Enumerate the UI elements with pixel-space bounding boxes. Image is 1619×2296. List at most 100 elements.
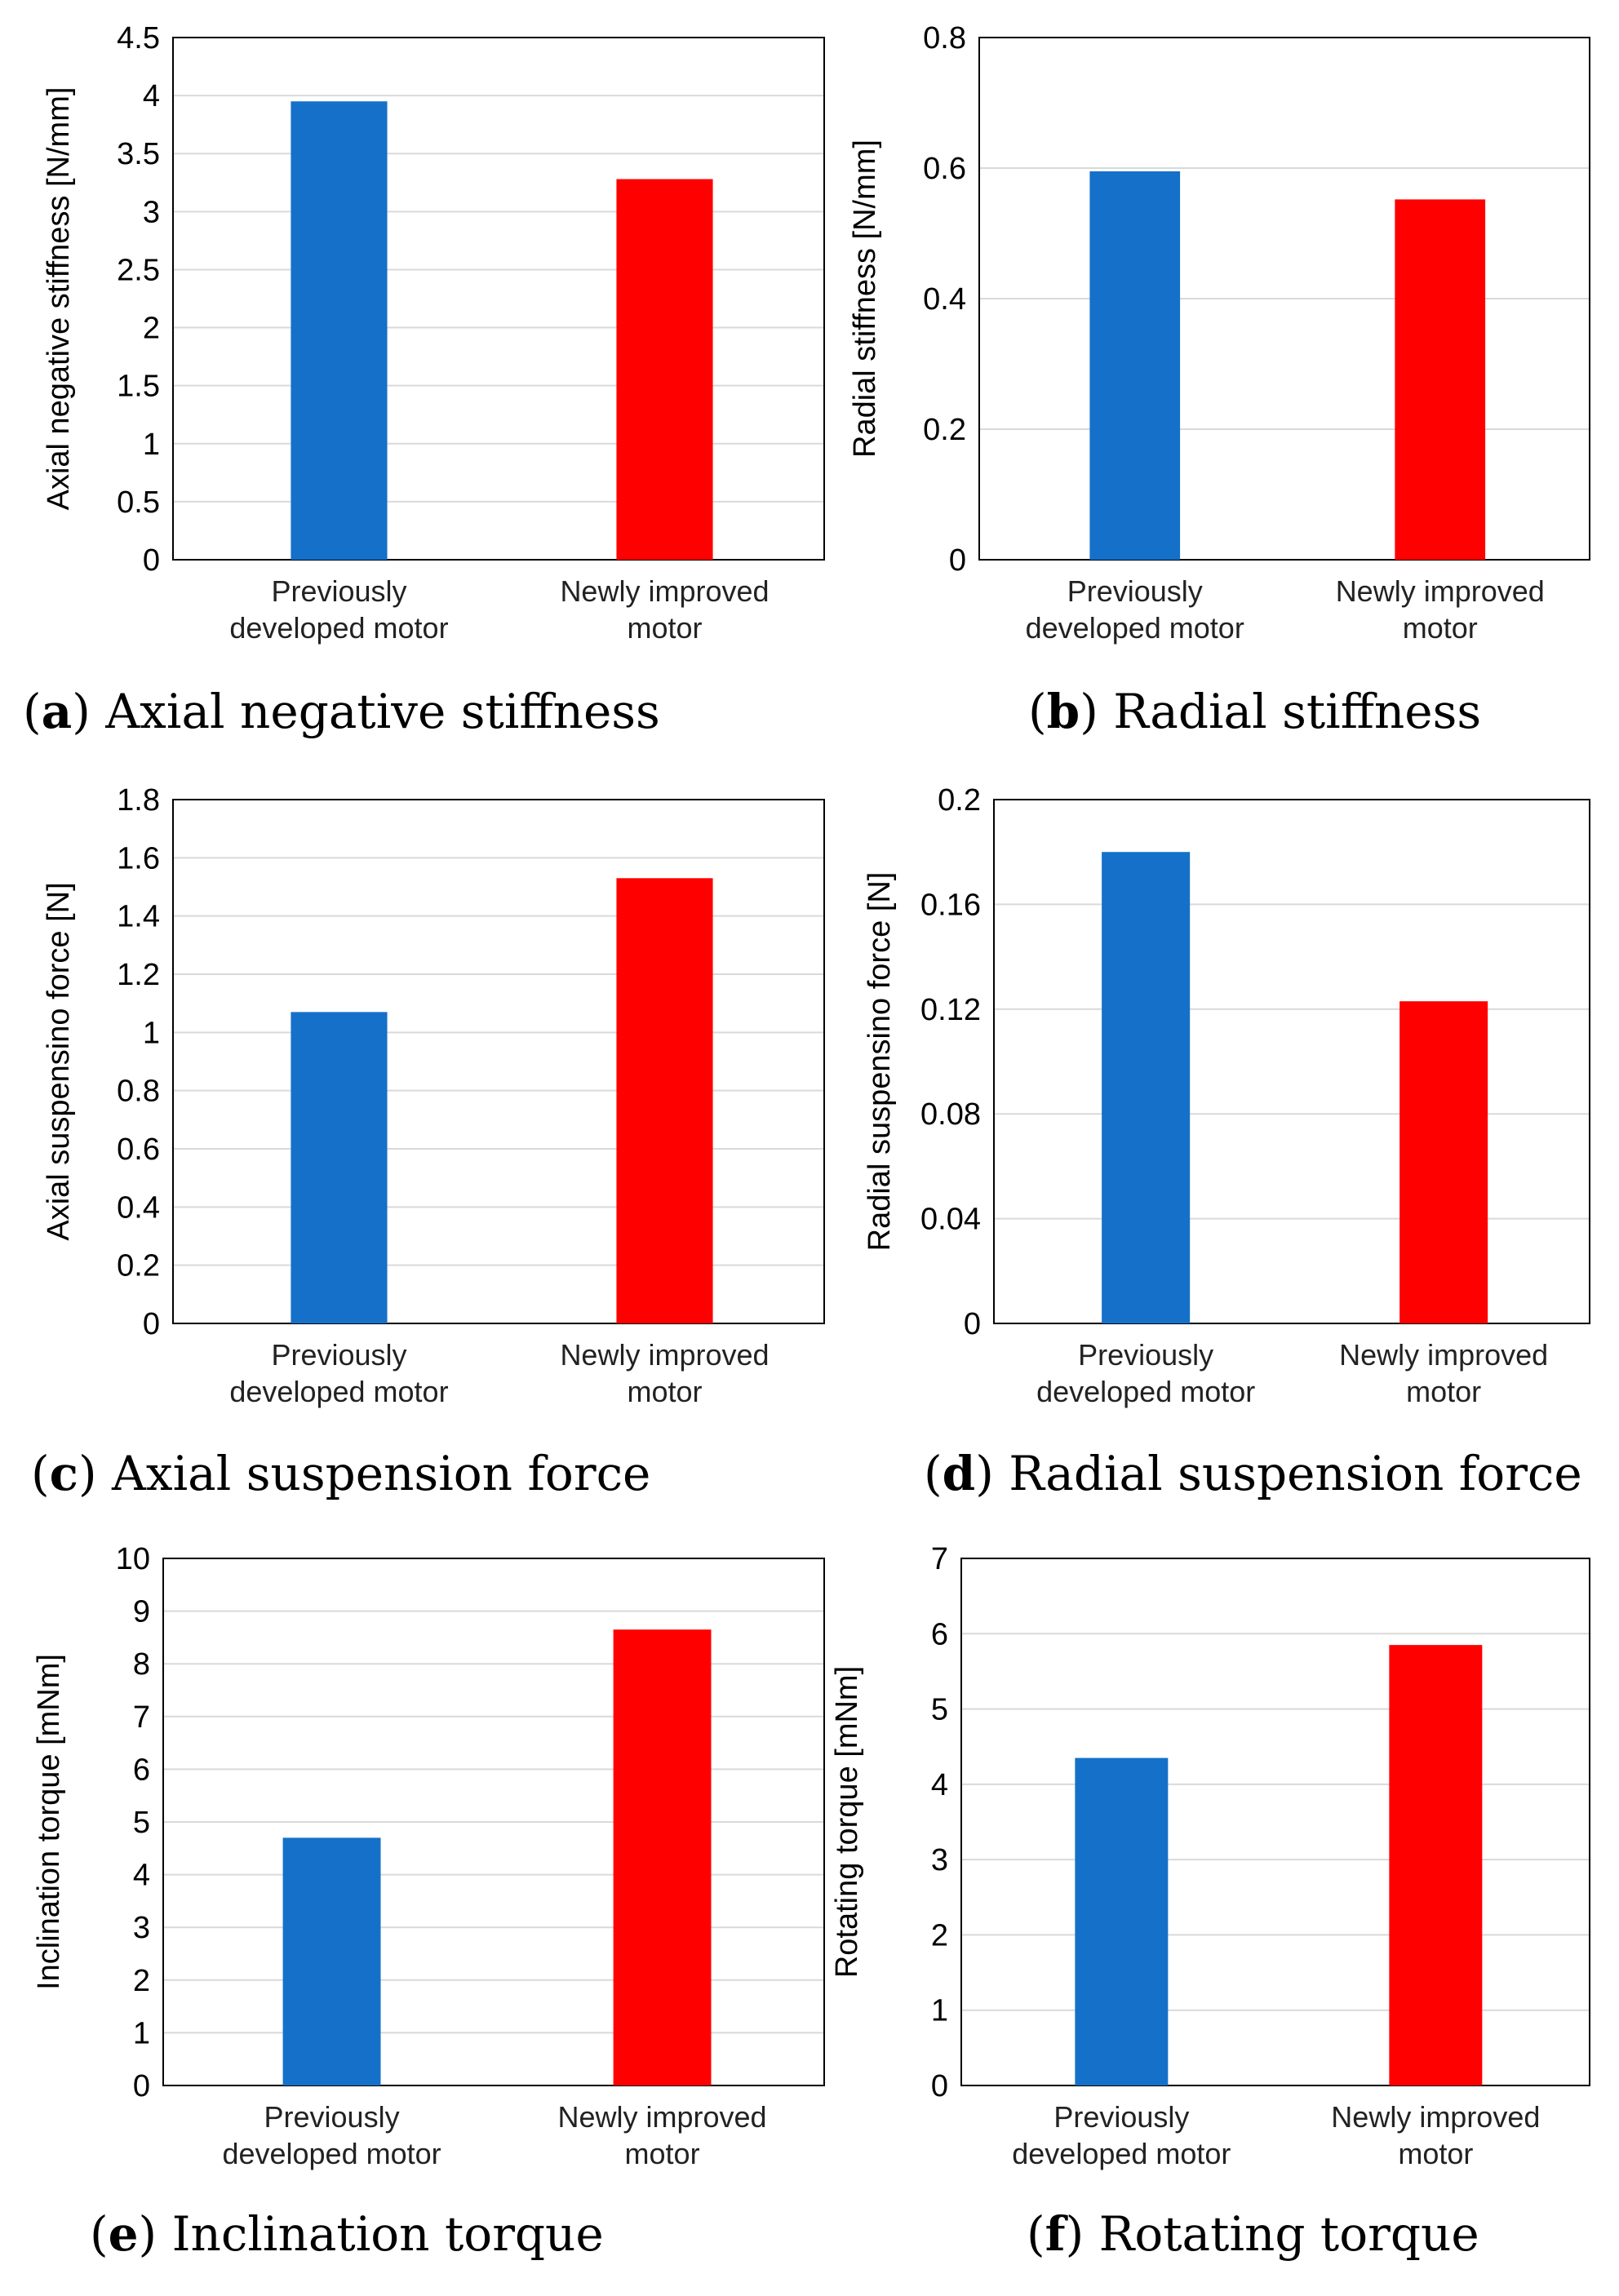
panel-c-y-tick-label: 1.6 bbox=[117, 841, 160, 875]
panel-c-chart: 0 0.2 0.4 0.6 0.8 1 1.2 1.4 1.6 1.8 Previouslydeve… bbox=[31, 783, 825, 1501]
panel-b-y-axis-title: Radial stiffness [N/mm] bbox=[848, 140, 882, 458]
panel-d-y-tick-label: 0.2 bbox=[938, 783, 981, 818]
panel-c-y-tick-label: 1.2 bbox=[117, 958, 160, 992]
panel-d-y-tick-label: 0.04 bbox=[920, 1203, 981, 1237]
panel-f-plot-frame bbox=[960, 1558, 1590, 2086]
panel-d-y-tick-label: 0 bbox=[964, 1307, 981, 1341]
panel-a-y-tick-label: 1 bbox=[143, 428, 160, 462]
panel-d-x-category-label: Previously bbox=[1078, 1338, 1213, 1372]
panel-d-y-axis-title: Radial suspensino force [N] bbox=[863, 872, 897, 1252]
panel-e-y-tick-label: 5 bbox=[133, 1806, 150, 1840]
panel-f-x-category-label: motor bbox=[1398, 2137, 1473, 2170]
panel-e-x-category-label: motor bbox=[625, 2137, 700, 2170]
panel-f-x-category-label: Previously bbox=[1053, 2100, 1189, 2134]
panel-f-y-tick-label: 4 bbox=[931, 1768, 948, 1802]
panel-c-x-category-label: motor bbox=[627, 1375, 702, 1408]
panel-e-y-tick-label: 4 bbox=[133, 1859, 150, 1893]
panel-e-y-tick-label: 2 bbox=[133, 1964, 150, 1998]
panel-c-bar-previously-developed bbox=[291, 1012, 388, 1323]
panel-f-bar-previously-developed bbox=[1075, 1757, 1169, 2085]
panel-a-bar-newly-improved bbox=[616, 179, 713, 560]
panel-d-x-category-label: Newly improved bbox=[1339, 1338, 1548, 1372]
panel-e-x-category-label: Newly improved bbox=[558, 2100, 767, 2134]
panel-f-x-category-label: Newly improved bbox=[1331, 2100, 1540, 2134]
panel-b-bar-newly-improved bbox=[1395, 199, 1486, 560]
panel-f-y-axis-title: Rotating torque [mNm] bbox=[830, 1666, 864, 1978]
panel-c-x-category-label: developed motor bbox=[229, 1375, 448, 1408]
panel-d-x-category-label: developed motor bbox=[1036, 1375, 1255, 1408]
panel-f-y-tick-label: 7 bbox=[931, 1542, 948, 1576]
panel-d-bar-previously-developed bbox=[1102, 852, 1191, 1323]
panel-a-plot-frame bbox=[172, 37, 825, 561]
panel-a-x-category-label: motor bbox=[627, 611, 702, 645]
panel-b-y-tick-label: 0.4 bbox=[923, 282, 966, 317]
panel-a-y-tick-label: 0.5 bbox=[117, 485, 160, 520]
panel-c-y-tick-label: 0.4 bbox=[117, 1190, 160, 1225]
panel-b-y-tick-label: 0.2 bbox=[923, 413, 966, 447]
panel-f-x-category-label: developed motor bbox=[1012, 2137, 1231, 2170]
panel-a-y-tick-label: 4 bbox=[143, 79, 160, 113]
panel-f-y-tick-label: 0 bbox=[931, 2069, 948, 2103]
panel-c-y-tick-label: 0.6 bbox=[117, 1132, 160, 1167]
panel-e-caption: (e) Inclination torque bbox=[90, 2206, 604, 2262]
panel-e-y-tick-label: 0 bbox=[133, 2069, 150, 2103]
panel-f-y-tick-label: 2 bbox=[931, 1918, 948, 1952]
panel-a-y-axis-title: Axial negative stiffness [N/mm] bbox=[42, 87, 76, 511]
panel-e-y-axis-title: Inclination torque [mNm] bbox=[32, 1654, 66, 1990]
panel-a-bar-previously-developed bbox=[291, 101, 388, 560]
panel-e-x-category-label: Previously bbox=[264, 2100, 400, 2134]
panel-a-x-category-label: Newly improved bbox=[560, 574, 769, 608]
panel-a-y-tick-label: 1.5 bbox=[117, 370, 160, 404]
panel-e-y-tick-label: 1 bbox=[133, 2016, 150, 2050]
panel-c-caption: (c) Axial suspension force bbox=[31, 1446, 650, 1501]
panel-e-y-tick-label: 7 bbox=[133, 1700, 150, 1735]
panel-b-plot-frame bbox=[978, 37, 1590, 561]
panel-a-y-tick-label: 3.5 bbox=[117, 137, 160, 171]
panel-d-plot-frame bbox=[993, 799, 1590, 1324]
panel-c-bar-newly-improved bbox=[616, 878, 713, 1323]
panel-a-x-category-label: Previously bbox=[271, 574, 406, 608]
panel-f-y-tick-label: 1 bbox=[931, 1994, 948, 2028]
panel-e-bar-previously-developed bbox=[282, 1837, 381, 2085]
panel-a-x-category-label: developed motor bbox=[229, 611, 448, 645]
panel-c-y-tick-label: 1.8 bbox=[117, 783, 160, 818]
panel-c-y-axis-title: Axial suspensino force [N] bbox=[42, 882, 76, 1240]
panel-d-y-tick-label: 0.08 bbox=[920, 1097, 981, 1132]
panel-f-y-tick-label: 3 bbox=[931, 1843, 948, 1877]
panel-d-y-tick-label: 0.12 bbox=[920, 993, 981, 1027]
panel-b-y-tick-label: 0.6 bbox=[923, 152, 966, 186]
panel-d-caption: (d) Radial suspension force bbox=[924, 1446, 1582, 1501]
panel-e-plot-frame bbox=[162, 1558, 825, 2086]
panel-c-y-tick-label: 1 bbox=[143, 1016, 160, 1050]
panel-f-caption: (f) Rotating torque bbox=[1027, 2206, 1479, 2262]
panel-c-plot-frame bbox=[172, 799, 825, 1324]
panel-d-x-category-label: motor bbox=[1406, 1375, 1481, 1408]
panel-b-y-tick-label: 0 bbox=[949, 543, 966, 578]
panel-f-y-tick-label: 6 bbox=[931, 1617, 948, 1651]
panel-e-y-tick-label: 6 bbox=[133, 1753, 150, 1787]
panel-b-x-category-label: Newly improved bbox=[1336, 574, 1545, 608]
panel-d-bar-newly-improved bbox=[1399, 1001, 1488, 1323]
panel-b-y-tick-label: 0.8 bbox=[923, 21, 966, 55]
panel-b-bar-previously-developed bbox=[1089, 171, 1181, 560]
panel-e-y-tick-label: 9 bbox=[133, 1595, 150, 1629]
panel-c-y-tick-label: 0.8 bbox=[117, 1075, 160, 1109]
panel-f-y-tick-label: 5 bbox=[931, 1693, 948, 1727]
panel-e-y-tick-label: 3 bbox=[133, 1911, 150, 1945]
panel-e-y-tick-label: 8 bbox=[133, 1647, 150, 1682]
panel-a-y-tick-label: 2 bbox=[143, 312, 160, 346]
panel-e-x-category-label: developed motor bbox=[222, 2137, 441, 2170]
panel-b-x-category-label: developed motor bbox=[1026, 611, 1244, 645]
panel-c-y-tick-label: 0.2 bbox=[117, 1249, 160, 1283]
panel-b-x-category-label: motor bbox=[1403, 611, 1478, 645]
panel-a-y-tick-label: 2.5 bbox=[117, 253, 160, 287]
panel-a-y-tick-label: 4.5 bbox=[117, 21, 160, 55]
panel-b-caption: (b) Radial stiffness bbox=[1028, 684, 1481, 739]
panel-c-x-category-label: Previously bbox=[271, 1338, 406, 1372]
panel-e-bar-newly-improved bbox=[613, 1629, 712, 2085]
panel-a-chart: 0 0.5 1 1.5 2 2.5 3 3.5 4 4.5 Previouslydeveloped … bbox=[23, 21, 825, 739]
